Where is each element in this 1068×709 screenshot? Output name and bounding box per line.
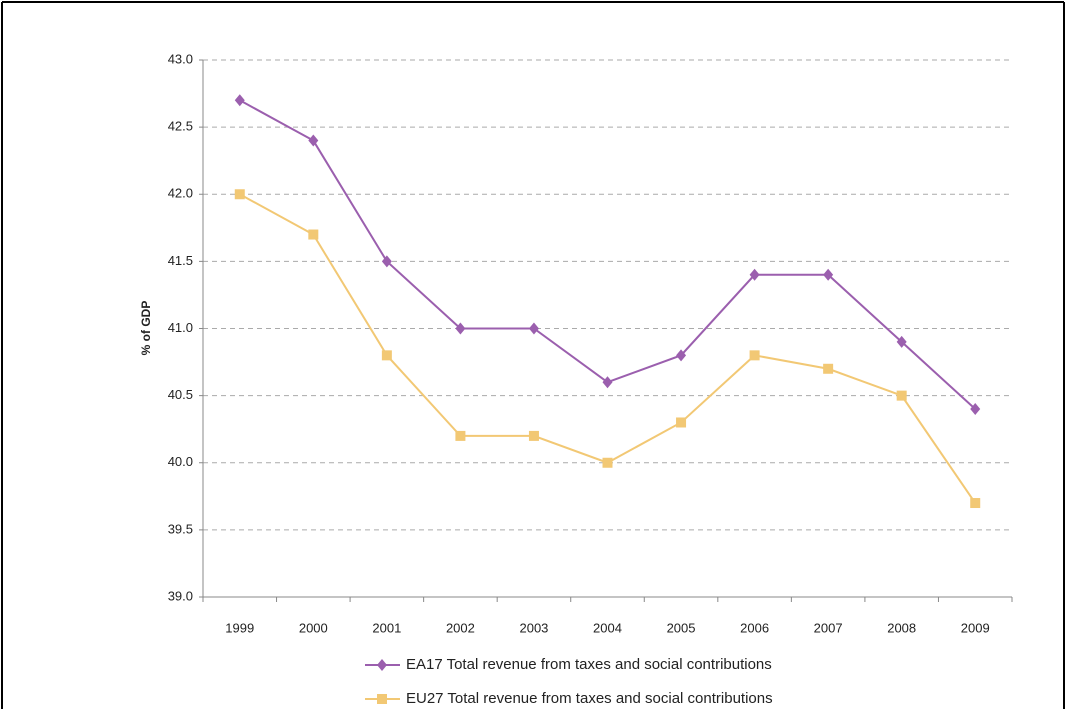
x-tick-label: 2003 — [519, 620, 548, 635]
data-point — [381, 255, 392, 268]
data-point — [602, 457, 613, 468]
data-point — [308, 229, 319, 240]
x-tick-label: 2009 — [961, 620, 990, 635]
data-point — [234, 189, 245, 200]
x-tick-label: 1999 — [225, 620, 254, 635]
x-tick-label: 2008 — [887, 620, 916, 635]
series-line — [239, 193, 977, 504]
data-point — [970, 498, 981, 509]
legend-label: EA17 Total revenue from taxes and social… — [406, 656, 772, 673]
data-point — [896, 390, 907, 401]
x-tick-label: 2002 — [446, 620, 475, 635]
data-point — [455, 430, 466, 441]
data-point — [823, 268, 834, 281]
series-line — [239, 99, 976, 410]
y-tick-label: 40.0 — [168, 454, 193, 469]
data-point — [896, 335, 907, 348]
y-tick-label: 43.0 — [168, 51, 193, 66]
y-tick-label: 39.5 — [168, 521, 193, 536]
y-axis-title: % of GDP — [139, 301, 153, 356]
data-point — [455, 322, 466, 335]
data-point — [381, 350, 392, 361]
data-point — [676, 417, 687, 428]
y-tick-label: 40.5 — [168, 387, 193, 402]
legend-marker — [377, 659, 387, 671]
data-point — [234, 94, 245, 107]
x-tick-label: 2004 — [593, 620, 622, 635]
data-point — [970, 403, 981, 416]
legend-marker — [377, 694, 387, 704]
x-tick-label: 2005 — [667, 620, 696, 635]
data-point — [308, 134, 319, 147]
data-point — [749, 350, 760, 361]
legend-label: EU27 Total revenue from taxes and social… — [406, 690, 773, 707]
data-point — [528, 430, 539, 441]
y-tick-label: 42.5 — [168, 119, 193, 134]
x-tick-label: 2006 — [740, 620, 769, 635]
data-point — [602, 376, 613, 389]
x-tick-label: 2001 — [372, 620, 401, 635]
y-tick-label: 42.0 — [168, 186, 193, 201]
data-point — [676, 349, 687, 362]
data-point — [823, 363, 834, 374]
y-tick-label: 41.0 — [168, 320, 193, 335]
data-point — [528, 322, 539, 335]
x-tick-label: 2007 — [814, 620, 843, 635]
data-point — [749, 268, 760, 281]
y-tick-label: 39.0 — [168, 588, 193, 603]
y-tick-label: 41.5 — [168, 253, 193, 268]
x-tick-label: 2000 — [299, 620, 328, 635]
